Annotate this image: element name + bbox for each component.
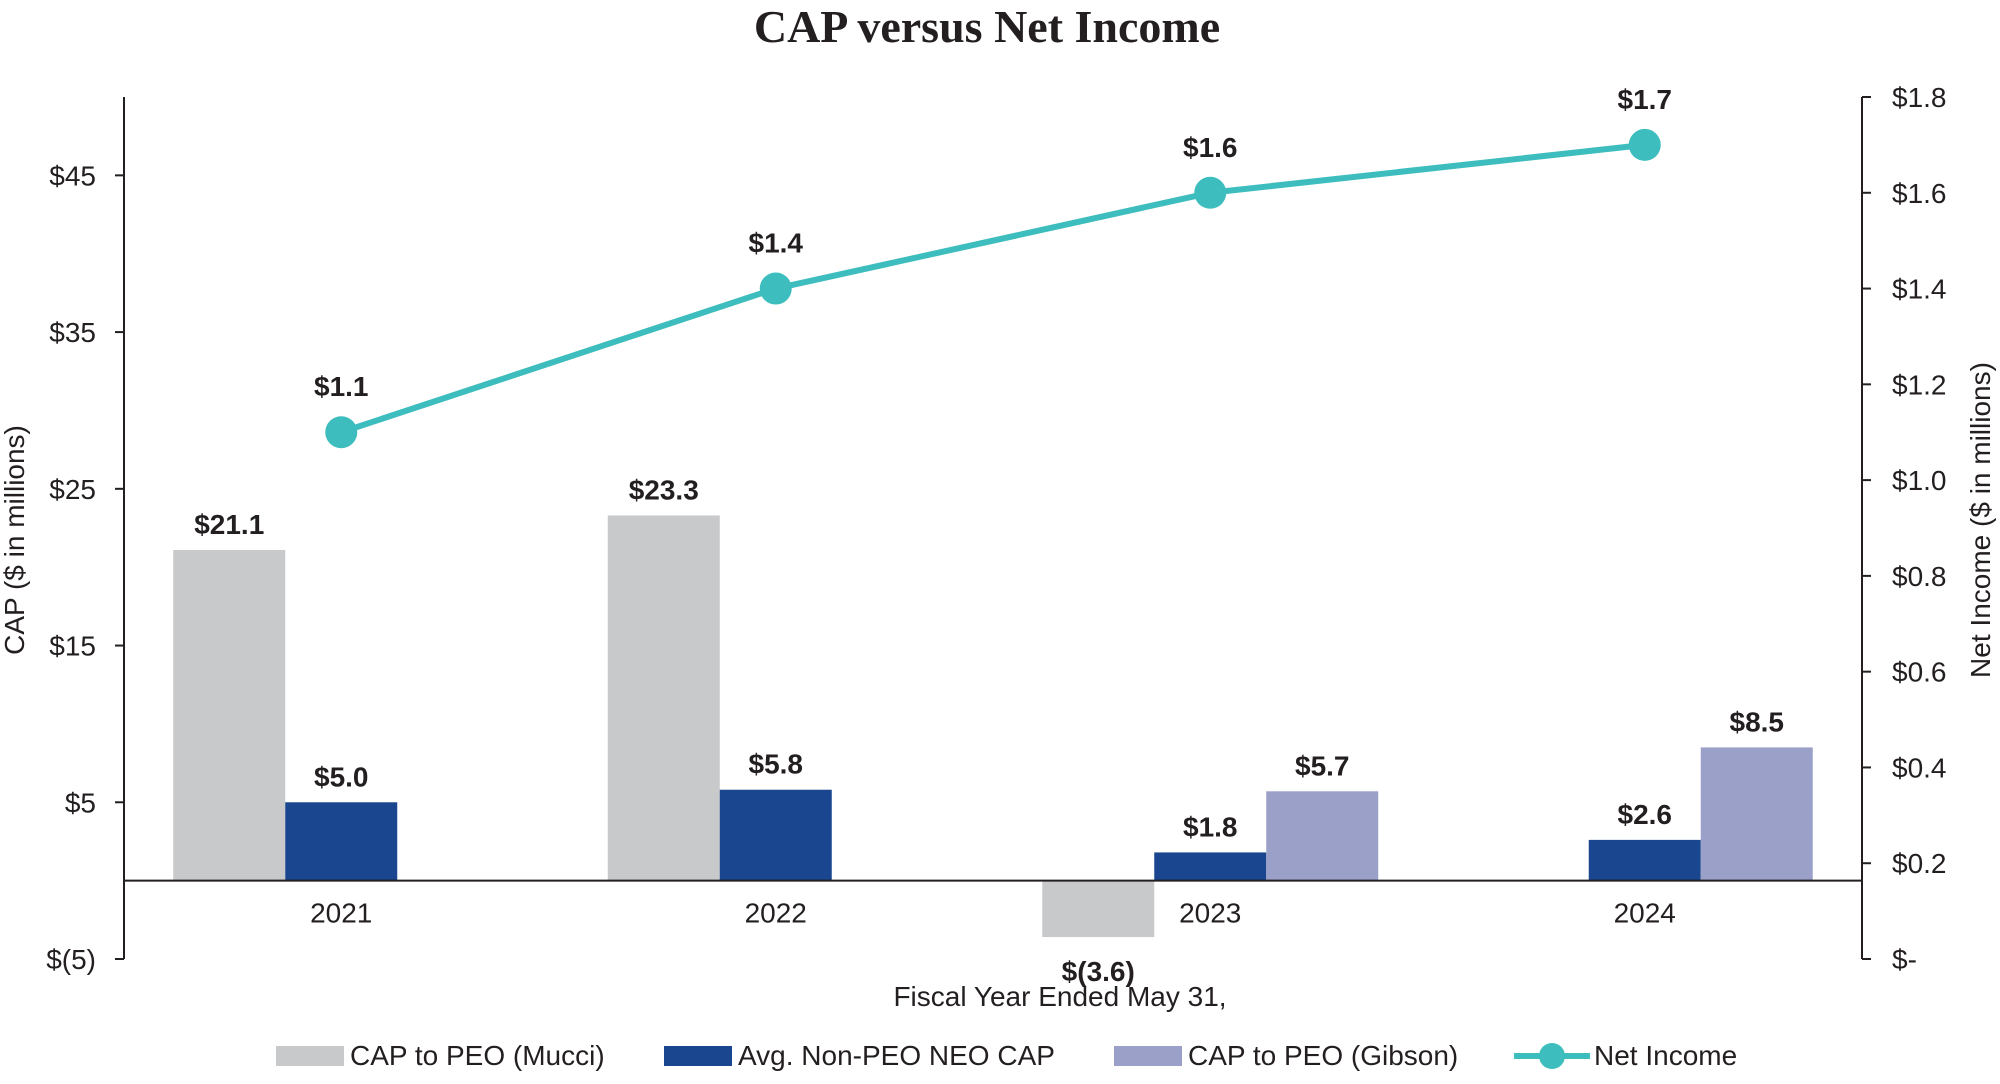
legend: CAP to PEO (Mucci) Avg. Non-PEO NEO CAP CA… [276,1040,1737,1071]
bar-data-label: $2.6 [1618,799,1673,830]
legend-swatch [276,1046,344,1066]
bar-data-label: $23.3 [629,474,699,505]
legend-swatch-marker [1539,1043,1565,1069]
bar [607,515,720,881]
bar [285,802,398,881]
bar-data-label: $1.8 [1183,811,1238,842]
net-income-point [325,416,358,449]
bar [1154,852,1267,881]
bar [1042,880,1155,938]
x-tick-label: 2021 [310,898,372,929]
y-right-tick-label: $1.4 [1892,274,1947,305]
line-data-label: $1.1 [314,371,369,402]
x-tick-label: 2023 [1179,898,1241,929]
y-left-tick-label: $45 [49,160,96,191]
bar [719,789,832,881]
bar-data-label: $21.1 [194,509,264,540]
bar-data-label: $5.7 [1295,750,1350,781]
line-data-label: $1.7 [1618,84,1673,115]
y-right-tick-label: $- [1892,944,1917,975]
y-right-tick-label: $0.8 [1892,561,1947,592]
plot-area: $(5) $5 $15 $25 $35 $45 $- $0.2 $0.4 $0.6 $0.8 $1.0… [46,82,1946,987]
bar-data-label: $8.5 [1730,706,1785,737]
y-right-tick-label: $0.4 [1892,752,1947,783]
bar-data-label: $5.0 [314,761,369,792]
legend-swatch [1114,1046,1182,1066]
y-left-tick-label: $(5) [46,944,96,975]
legend-label: Avg. Non-PEO NEO CAP [738,1040,1055,1071]
line-data-label: $1.6 [1183,132,1238,163]
legend-label: Net Income [1594,1040,1737,1071]
y-right-tick-label: $1.0 [1892,465,1947,496]
y-left-tick-label: $15 [49,631,96,662]
chart-title: CAP versus Net Income [754,1,1220,52]
y-left-tick-label: $35 [49,317,96,348]
legend-label: CAP to PEO (Mucci) [350,1040,605,1071]
y-right-tick-label: $0.6 [1892,657,1947,688]
bar [1700,747,1813,881]
x-axis-label: Fiscal Year Ended May 31, [893,981,1226,1012]
legend-swatch [664,1046,732,1066]
bar [1588,839,1701,881]
y-axis-left-label: CAP ($ in millions) [0,425,30,655]
bar [1266,791,1379,881]
y-left-tick-label: $25 [49,474,96,505]
x-tick-label: 2024 [1614,898,1676,929]
y-right-tick-label: $1.8 [1892,82,1947,113]
x-tick-label: 2022 [745,898,807,929]
net-income-point [1628,128,1661,161]
y-left-tick-label: $5 [65,787,96,818]
y-right-tick-label: $1.2 [1892,369,1947,400]
net-income-line [340,141,1646,436]
bar-data-label: $(3.6) [1062,956,1135,987]
y-right-tick-label: $1.6 [1892,178,1947,209]
line-data-label: $1.4 [749,228,804,259]
net-income-point [759,272,792,305]
net-income-point [1194,176,1227,209]
bar [173,549,286,881]
y-axis-right-label: Net Income ($ in millions) [1965,362,1996,678]
legend-label: CAP to PEO (Gibson) [1188,1040,1458,1071]
bar-data-label: $5.8 [749,749,804,780]
y-right-tick-label: $0.2 [1892,848,1947,879]
